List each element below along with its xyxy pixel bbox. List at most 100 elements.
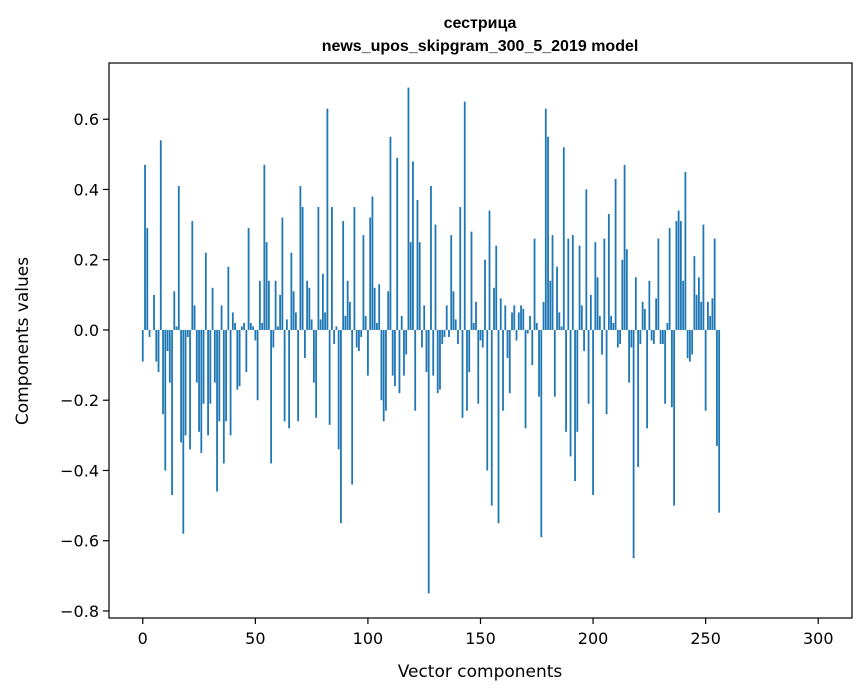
bar-214 [623,164,626,330]
bar-51 [256,329,259,401]
bar-255 [716,329,718,446]
bar-60 [276,326,279,330]
bar-217 [630,329,633,348]
bar-198 [587,329,590,404]
bar-7 [157,329,160,373]
bar-46 [245,329,248,373]
bar-135 [445,305,448,330]
bar-111 [391,329,394,376]
bar-108 [385,329,387,411]
bar-25 [198,329,200,432]
y-tick-label: −0.2 [60,391,99,410]
bar-106 [380,329,383,401]
bar-18 [182,329,185,534]
bar-232 [664,329,667,404]
x-axis-label: Vector components [398,662,563,682]
bar-99 [364,315,367,330]
bar-96 [358,329,360,352]
bar-127 [427,329,430,594]
bar-178 [542,301,545,330]
bar-97 [360,329,363,337]
bar-83 [328,329,331,425]
bar-246 [695,294,698,330]
bar-5 [153,294,155,330]
bar-141 [459,207,462,330]
bar-34 [218,329,221,422]
bar-159 [499,298,502,330]
bar-173 [531,329,534,366]
bar-66 [290,252,293,330]
y-tick-label: 0.6 [74,110,99,129]
bar-212 [619,329,621,345]
bar-175 [535,322,538,330]
bar-201 [594,242,597,330]
bar-88 [340,329,342,524]
bar-209 [612,322,615,330]
bar-107 [382,329,385,422]
bar-1 [144,164,146,330]
bar-8 [159,140,162,330]
bar-227 [652,329,655,345]
bar-229 [657,238,660,330]
bar-216 [628,329,630,383]
bar-80 [321,273,324,330]
bar-115 [400,315,403,330]
bar-225 [648,280,651,330]
bar-81 [324,312,327,330]
bar-192 [574,329,576,481]
bar-30 [209,329,212,404]
bar-16 [177,185,180,330]
bar-251 [707,301,709,330]
bar-6 [155,329,158,362]
bar-47 [247,228,250,330]
bar-21 [189,329,191,450]
bar-29 [207,329,209,436]
bar-168 [520,305,522,330]
bar-153 [486,329,489,471]
bar-123 [418,242,421,330]
x-tick-label: 200 [578,629,609,648]
bar-57 [270,329,273,464]
bar-170 [524,329,527,429]
bar-177 [540,329,543,538]
bar-50 [254,329,257,341]
bar-49 [252,326,254,330]
bar-65 [288,329,291,429]
bar-254 [713,238,716,330]
bar-116 [403,329,405,376]
bar-101 [369,217,372,330]
bar-84 [331,207,333,330]
bar-179 [544,108,547,330]
bar-90 [344,315,347,330]
bar-103 [373,287,376,330]
bar-247 [698,277,700,330]
y-tick-label: −0.4 [60,461,99,480]
bar-132 [439,329,441,390]
bar-139 [454,319,457,330]
bars-group [141,87,721,594]
bar-210 [614,178,617,330]
x-axis-ticks: 0 50 100 150 200 250 300 [138,618,834,648]
bar-38 [227,266,230,330]
bar-61 [279,294,282,330]
x-tick-label: 0 [138,629,148,648]
x-tick-label: 100 [353,629,384,648]
bar-158 [497,329,500,524]
bar-221 [639,329,642,345]
bar-105 [378,284,381,330]
bar-237 [675,221,678,330]
bar-245 [693,256,696,330]
bar-86 [335,326,338,330]
bar-100 [367,329,369,376]
bar-164 [511,312,513,330]
bar-93 [351,329,354,485]
bar-133 [441,329,444,345]
bar-188 [565,329,567,432]
bar-206 [605,329,608,415]
bar-62 [281,217,284,330]
bar-149 [477,329,480,404]
bar-161 [504,305,507,330]
bar-187 [562,147,565,330]
bar-239 [679,221,682,330]
bar-24 [195,329,198,383]
